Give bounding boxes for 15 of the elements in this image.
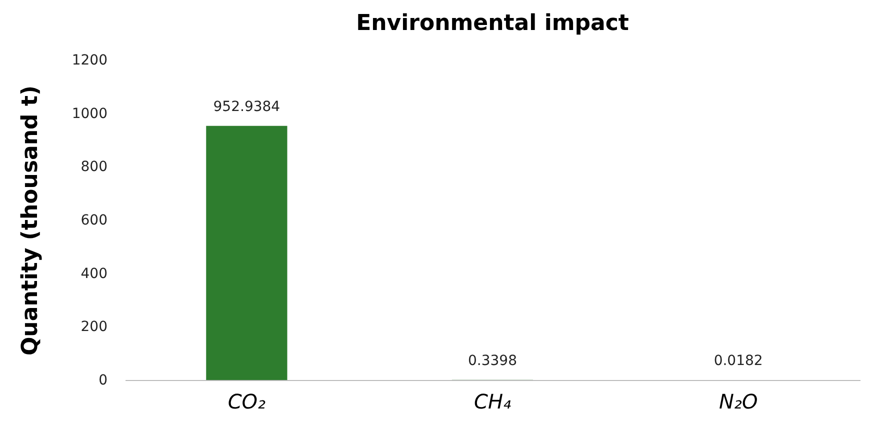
y-tick-label: 0 <box>98 372 108 388</box>
data-label: 0.3398 <box>468 352 517 369</box>
y-tick-label: 1000 <box>72 106 108 122</box>
chart-title: Environmental impact <box>356 11 630 36</box>
y-axis-title: Quantity (thousand t) <box>18 85 43 356</box>
y-tick-label: 200 <box>80 319 108 336</box>
data-label: 0.0182 <box>714 352 763 369</box>
y-tick-label: 800 <box>80 159 108 176</box>
y-tick-label: 600 <box>80 212 108 228</box>
x-tick-label: CH₄ <box>474 390 512 414</box>
y-tick-label: 400 <box>80 266 108 282</box>
x-tick-label: N₂O <box>718 390 758 414</box>
x-tick-label: CO₂ <box>228 390 266 414</box>
data-label: 952.9384 <box>213 98 280 115</box>
y-tick-label: 1200 <box>72 52 108 68</box>
